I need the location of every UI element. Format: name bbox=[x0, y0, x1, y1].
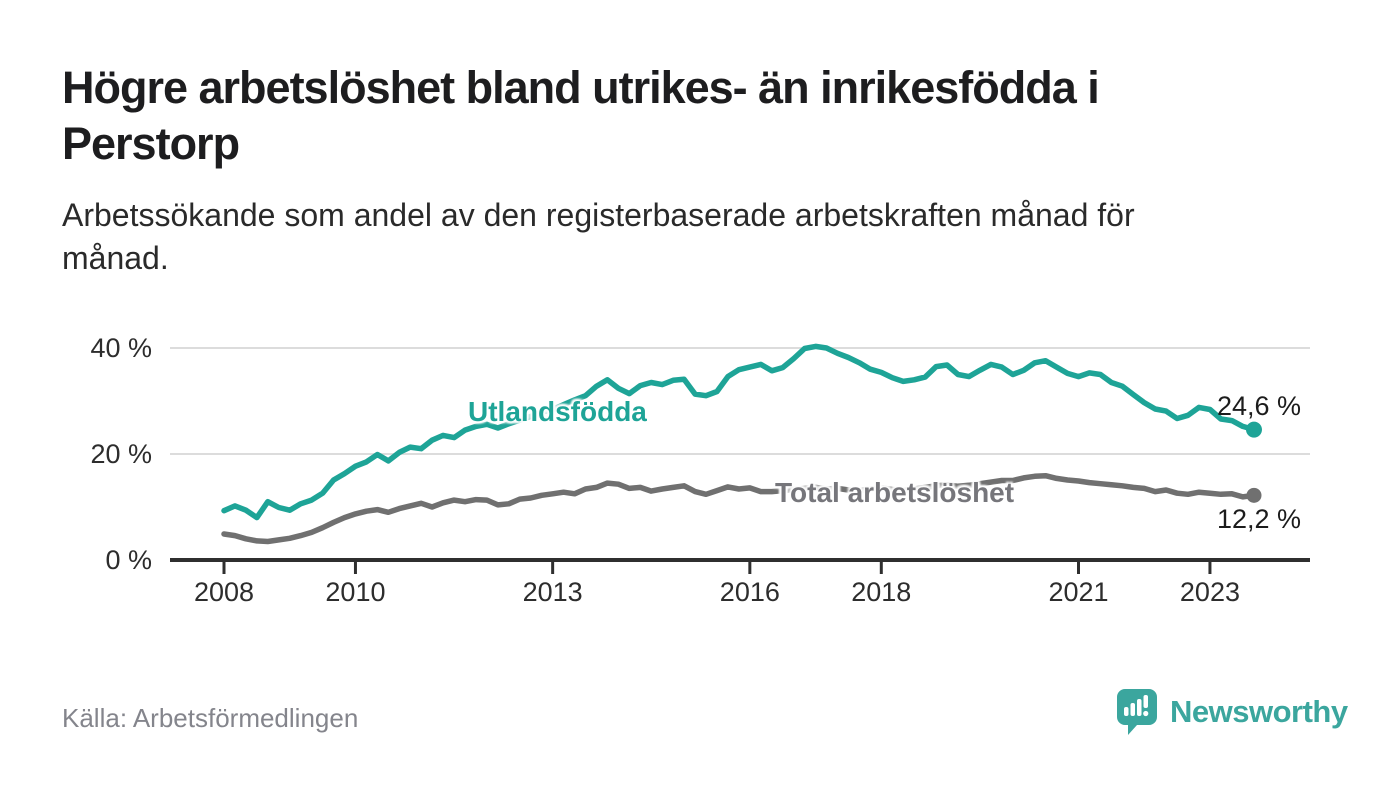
y-axis-label-40: 40 % bbox=[90, 333, 152, 363]
speech-bubble-bar-chart-icon bbox=[1117, 689, 1157, 735]
bar-1 bbox=[1124, 707, 1129, 716]
series-label-total-arbetsloshet: Total arbetslöshet bbox=[775, 477, 1015, 508]
title-line-2: Perstorp bbox=[62, 118, 240, 169]
bar-3 bbox=[1137, 699, 1142, 716]
line-total-arbetsloshet bbox=[221, 472, 1257, 545]
end-value-total: 12,2 % bbox=[1217, 504, 1302, 534]
page-title: Högre arbetslöshet bland utrikes- än inr… bbox=[62, 60, 1100, 172]
exclamation-bar bbox=[1143, 695, 1148, 708]
y-axis-label-0: 0 % bbox=[105, 545, 152, 575]
logo-wordmark: Newsworthy bbox=[1170, 694, 1348, 729]
end-value-utlandsfodda: 24,6 % bbox=[1217, 391, 1302, 421]
newsworthy-logo: Newsworthy bbox=[1116, 688, 1348, 736]
x-axis-label-2021: 2021 bbox=[1048, 577, 1108, 607]
series-label-utlandsfodda: Utlandsfödda bbox=[468, 396, 647, 427]
subtitle-line-1: Arbetssökande som andel av den registerb… bbox=[62, 197, 1135, 233]
exclamation-dot bbox=[1143, 710, 1149, 717]
title-line-1: Högre arbetslöshet bland utrikes- än inr… bbox=[62, 62, 1100, 113]
chart-subtitle: Arbetssökande som andel av den registerb… bbox=[62, 194, 1135, 280]
x-axis-label-2013: 2013 bbox=[523, 577, 583, 607]
y-axis-label-20: 20 % bbox=[90, 439, 152, 469]
x-axis-label-2016: 2016 bbox=[720, 577, 780, 607]
bar-2 bbox=[1130, 703, 1135, 716]
x-axis-label-2023: 2023 bbox=[1180, 577, 1240, 607]
end-dot-utlandsfodda bbox=[1245, 421, 1262, 438]
x-axis-label-2018: 2018 bbox=[851, 577, 911, 607]
x-axis-label-2010: 2010 bbox=[325, 577, 385, 607]
source-text: Källa: Arbetsförmedlingen bbox=[62, 703, 359, 733]
line-utlandsfodda bbox=[221, 343, 1257, 521]
x-axis-label-2008: 2008 bbox=[194, 577, 254, 607]
end-dot-total-arbetsloshet bbox=[1246, 487, 1262, 503]
subtitle-line-2: månad. bbox=[62, 240, 169, 276]
